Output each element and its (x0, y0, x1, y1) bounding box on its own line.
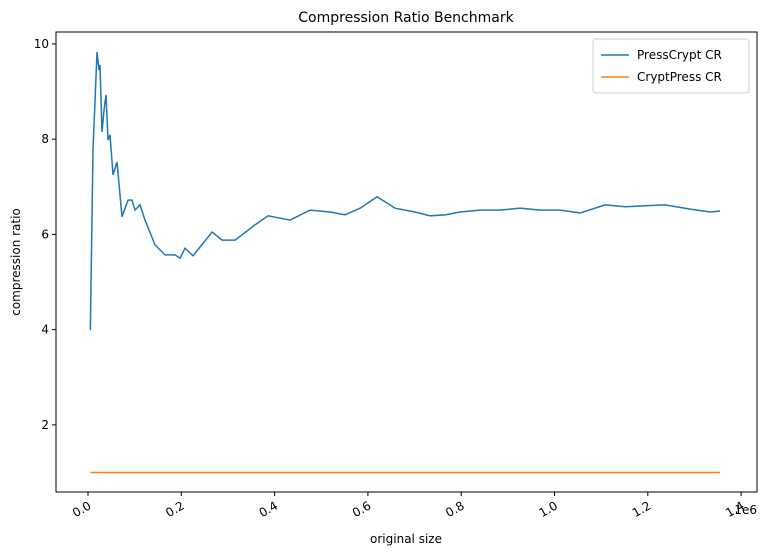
y-tick-label: 8 (41, 132, 49, 146)
legend-label: PressCrypt CR (637, 48, 722, 62)
legend-label: CryptPress CR (637, 70, 722, 84)
plot-frame (55, 31, 758, 493)
x-tick-label: 0.8 (443, 498, 467, 520)
x-offset-label: 1e6 (734, 503, 757, 517)
x-tick-label: 1.0 (536, 498, 560, 520)
x-tick-label: 0.2 (163, 498, 187, 520)
line-series (89, 51, 721, 331)
chart-title: Compression Ratio Benchmark (298, 10, 514, 26)
y-axis-label: compression ratio (9, 208, 23, 316)
x-tick-label: 0.0 (70, 498, 94, 520)
legend: PressCrypt CR CryptPress CR (592, 38, 750, 94)
x-tick-label: 0.6 (350, 498, 374, 520)
x-tick-label: 1.2 (630, 498, 654, 520)
y-tick-label: 6 (41, 227, 49, 241)
y-tick-label: 2 (41, 418, 49, 432)
x-axis-label: original size (370, 532, 442, 546)
x-tick-label: 0.4 (257, 498, 281, 520)
y-tick-label: 4 (41, 323, 49, 337)
y-tick-label: 10 (34, 37, 49, 51)
legend-box (592, 38, 750, 94)
